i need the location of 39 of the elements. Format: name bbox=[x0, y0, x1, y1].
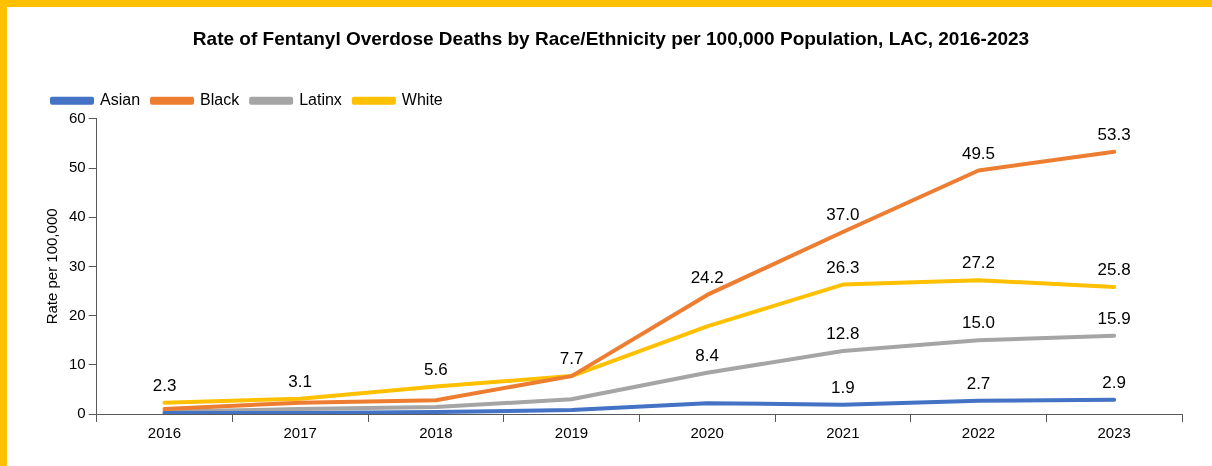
y-tick-label: 40 bbox=[69, 207, 86, 225]
data-label: 25.8 bbox=[1097, 260, 1131, 280]
chart-title: Rate of Fentanyl Overdose Deaths by Race/Ethnicity per 100,000 Population, LAC, 2016-2023 bbox=[192, 27, 1030, 49]
data-label: 53.3 bbox=[1097, 124, 1131, 144]
data-label: 49.5 bbox=[961, 143, 996, 163]
x-tick-label: 2018 bbox=[419, 424, 453, 442]
data-label: 2.7 bbox=[966, 373, 991, 393]
legend-label: White bbox=[401, 91, 443, 109]
data-label: 15.9 bbox=[1097, 308, 1131, 328]
y-axis-title: Rate per 100,000 bbox=[43, 208, 61, 325]
x-tick-label: 2020 bbox=[690, 424, 724, 442]
x-tick-label: 2016 bbox=[147, 424, 182, 442]
y-tick-label: 50 bbox=[69, 158, 86, 176]
data-label: 15.0 bbox=[961, 313, 996, 333]
y-tick-label: 60 bbox=[69, 108, 86, 126]
data-label: 26.3 bbox=[826, 257, 860, 277]
legend-label: Latinx bbox=[299, 91, 342, 109]
data-label: 3.1 bbox=[288, 371, 312, 391]
y-tick-label: 30 bbox=[69, 256, 86, 274]
legend-label: Black bbox=[200, 91, 241, 109]
legend-label: Asian bbox=[100, 91, 141, 109]
data-label: 37.0 bbox=[826, 205, 860, 225]
x-tick-label: 2019 bbox=[554, 424, 589, 442]
data-label: 5.6 bbox=[424, 359, 448, 379]
y-tick-label: 10 bbox=[69, 354, 86, 372]
data-label: 7.7 bbox=[559, 349, 584, 369]
data-label: 1.9 bbox=[831, 377, 855, 397]
data-label: 2.9 bbox=[1102, 372, 1126, 392]
data-label: 8.4 bbox=[695, 345, 719, 365]
y-tick-label: 20 bbox=[69, 305, 86, 323]
data-label: 12.8 bbox=[826, 324, 860, 344]
y-tick-label: 0 bbox=[77, 404, 86, 422]
x-tick-label: 2022 bbox=[961, 424, 996, 442]
x-tick-label: 2017 bbox=[283, 424, 317, 442]
data-label: 27.2 bbox=[961, 253, 996, 273]
x-tick-label: 2023 bbox=[1097, 424, 1131, 442]
data-label: 24.2 bbox=[690, 268, 724, 288]
x-tick-label: 2021 bbox=[826, 424, 860, 442]
data-label: 2.3 bbox=[152, 375, 177, 395]
